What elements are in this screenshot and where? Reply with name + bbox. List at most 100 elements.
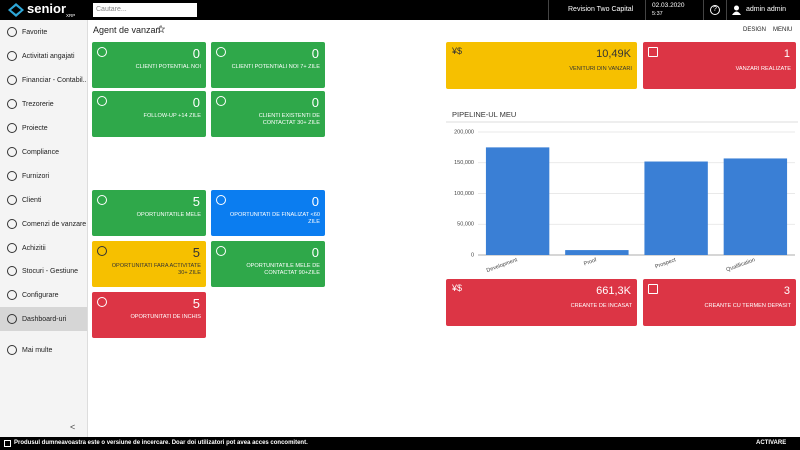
kpi-tile[interactable]: ¥$ 661,3K CREANTE DE INCASAT	[446, 279, 637, 326]
tile-value: 0	[192, 95, 200, 110]
logo-sub: XRP	[66, 13, 76, 18]
tile-icon	[97, 297, 107, 307]
kpi-tile[interactable]: ¥$ 10,49K VENITURI DIN VANZARI	[446, 42, 637, 89]
tile-icon	[97, 96, 107, 106]
dashboard-tile[interactable]: 0 CLIENTI POTENTIALI NOI 7+ ZILE	[211, 42, 325, 88]
menu-button[interactable]: MENIU	[773, 27, 793, 33]
logo: senior	[27, 1, 67, 16]
bar	[723, 158, 788, 255]
dashboard-tile[interactable]: 0 CLIENTI POTENTIAL NOI	[92, 42, 206, 88]
company-selector[interactable]: Revision Two Capital	[568, 6, 634, 13]
kpi-value: 3	[783, 285, 790, 297]
y-tick-label: 150,000	[454, 160, 474, 166]
page-title: Agent de vanzari	[93, 25, 161, 35]
tile-value: 0	[311, 245, 319, 260]
tile-label: OPORTUNITATILE MELE DE CONTACTAT 90+ZILE	[246, 263, 320, 276]
sidebar-item[interactable]: Trezorerie	[0, 92, 87, 116]
top-bar: senior XRP Cautare... Revision Two Capit…	[0, 0, 800, 20]
x-tick-label: Qualification	[726, 257, 757, 273]
dashboard-tile[interactable]: 0 CLIENTI EXISTENTI DE CONTACTAT 30+ ZILE	[211, 91, 325, 137]
footer-bar: Produsul dumneavoastra este o versiune d…	[0, 437, 800, 450]
kpi-label: VENITURI DIN VANZARI	[569, 66, 632, 72]
x-tick-label: Prospect	[654, 257, 677, 270]
dashboard-tile[interactable]: 0 OPORTUNITATILE MELE DE CONTACTAT 90+ZIL…	[211, 241, 325, 287]
y-tick-label: 200,000	[454, 129, 474, 135]
design-button[interactable]: DESIGN	[743, 27, 767, 33]
x-tick-label: Proof	[583, 257, 598, 267]
search-box[interactable]: Cautare...	[93, 3, 197, 17]
kpi-icon: ¥$	[452, 283, 463, 293]
bar	[644, 161, 708, 255]
kpi-label: CREANTE DE INCASAT	[570, 303, 632, 309]
tile-value: 0	[311, 95, 319, 110]
kpi-icon: ¥$	[452, 46, 463, 56]
sidebar-item[interactable]: Mai multe	[0, 338, 87, 362]
sidebar: < Favorite Activitati angajati Financiar -…	[0, 20, 88, 437]
tile-value: 0	[311, 46, 319, 61]
tile-icon	[216, 246, 226, 256]
collapse-button[interactable]: <	[70, 422, 76, 432]
sidebar-item[interactable]: Configurare	[0, 283, 87, 307]
kpi-tile[interactable]: 3 CREANTE CU TERMEN DEPASIT	[643, 279, 796, 326]
sidebar-item[interactable]: Clienti	[0, 188, 87, 212]
tile-value: 5	[192, 194, 200, 209]
y-tick-label: 100,000	[454, 191, 474, 197]
sidebar-item[interactable]: Activitati angajati	[0, 44, 87, 68]
footer-icon	[4, 440, 11, 447]
logo-icon	[8, 3, 24, 17]
sidebar-item[interactable]: Comenzi de vanzare	[0, 212, 87, 236]
tile-label: CLIENTI POTENTIALI NOI 7+ ZILE	[231, 64, 320, 70]
tile-value: 5	[192, 296, 200, 311]
tile-icon	[216, 96, 226, 106]
tile-label: CLIENTI POTENTIAL NOI	[135, 64, 201, 70]
y-tick-label: 0	[471, 252, 474, 258]
kpi-icon	[648, 284, 658, 294]
user-menu[interactable]: admin admin	[746, 6, 787, 13]
tile-label: OPORTUNITATI DE FINALIZAT <60 ZILE	[229, 212, 320, 225]
kpi-label: CREANTE CU TERMEN DEPASIT	[704, 303, 791, 309]
dashboard-tile[interactable]: 5 OPORTUNITATI DE INCHIS	[92, 292, 206, 338]
tile-label: CLIENTI EXISTENTI DE CONTACTAT 30+ ZILE	[258, 113, 320, 126]
user-icon	[732, 5, 741, 15]
tile-icon	[216, 47, 226, 57]
help-button[interactable]: ?	[710, 5, 720, 15]
sidebar-item[interactable]: Furnizori	[0, 164, 87, 188]
kpi-value: 10,49K	[596, 48, 631, 60]
sidebar-item[interactable]: Financiar - Contabil...	[0, 68, 87, 92]
dashboard-tile[interactable]: 5 OPORTUNITATILE MELE	[92, 190, 206, 236]
date: 02.03.2020	[652, 2, 685, 9]
favorite-star[interactable]	[157, 25, 165, 33]
bar	[565, 250, 629, 255]
tile-value: 0	[311, 194, 319, 209]
dashboard-tile[interactable]: 0 FOLLOW-UP +14 ZILE	[92, 91, 206, 137]
kpi-value: 661,3K	[596, 285, 631, 297]
tile-value: 5	[192, 245, 200, 260]
tile-icon	[216, 195, 226, 205]
sidebar-item[interactable]: Proiecte	[0, 116, 87, 140]
tile-icon	[97, 246, 107, 256]
tile-value: 0	[192, 46, 200, 61]
footer-message: Produsul dumneavoastra este o versiune d…	[14, 440, 308, 446]
dashboard-tile[interactable]: 0 OPORTUNITATI DE FINALIZAT <60 ZILE	[211, 190, 325, 236]
x-tick-label: Development	[486, 257, 519, 274]
dashboard-tile[interactable]: 5 OPORTUNITATI FARA ACTIVITATE 30+ ZILE	[92, 241, 206, 287]
tile-label: OPORTUNITATI DE INCHIS	[130, 314, 201, 320]
sidebar-item[interactable]: Stocuri - Gestiune	[0, 259, 87, 283]
sidebar-item[interactable]: Favorite	[0, 20, 87, 44]
tile-icon	[97, 47, 107, 57]
chart-title: PIPELINE-UL MEU	[452, 110, 516, 119]
y-tick-label: 50,000	[457, 222, 474, 228]
kpi-value: 1	[783, 48, 790, 60]
tile-icon	[97, 195, 107, 205]
sidebar-item[interactable]: Compliance	[0, 140, 87, 164]
pipeline-chart: PIPELINE-UL MEU 0 50,000 100,000 150,000 200…	[446, 110, 798, 274]
activate-button[interactable]: ACTIVARE	[756, 440, 787, 446]
kpi-icon	[648, 47, 658, 57]
time: 5:37	[652, 11, 663, 17]
bar	[485, 147, 550, 255]
sidebar-item[interactable]: Achizitii	[0, 236, 87, 260]
kpi-tile[interactable]: 1 VANZARI REALIZATE	[643, 42, 796, 89]
kpi-label: VANZARI REALIZATE	[735, 66, 791, 72]
sidebar-item[interactable]: Dashboard-uri	[0, 307, 87, 331]
